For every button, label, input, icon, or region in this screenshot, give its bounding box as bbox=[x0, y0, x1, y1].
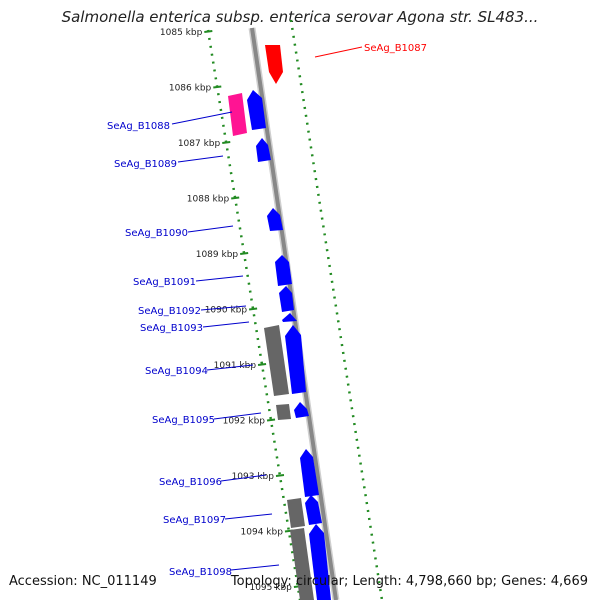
tick-label: 1086 kbp bbox=[169, 84, 212, 94]
gene-b1095-arrow[interactable] bbox=[294, 402, 309, 418]
gene-b1093-arrow[interactable] bbox=[282, 313, 297, 322]
gene-b1088-feature[interactable] bbox=[228, 93, 247, 136]
leader-b1091 bbox=[195, 275, 244, 282]
tick-label: 1090 kbp bbox=[205, 306, 248, 316]
tick-mark bbox=[248, 307, 258, 311]
gene-b1095-gray[interactable] bbox=[276, 404, 291, 420]
tick-label: 1095 kbp bbox=[249, 583, 292, 593]
tick-mark bbox=[204, 30, 213, 33]
gene-label-b1089[interactable]: SeAg_B1089 bbox=[114, 159, 177, 170]
tick-label: 1088 kbp bbox=[187, 195, 230, 205]
accession-label: Accession: NC_011149 bbox=[9, 574, 157, 589]
leader-b1092 bbox=[200, 305, 247, 311]
gene-label-b1094[interactable]: SeAg_B1094 bbox=[145, 366, 208, 377]
leader-b1094 bbox=[206, 364, 254, 371]
backbone bbox=[250, 27, 338, 600]
gene-b1098-gray[interactable] bbox=[290, 528, 314, 600]
gene-b1092-arrow[interactable] bbox=[279, 286, 294, 312]
leader-b1088 bbox=[171, 111, 233, 125]
gene-b1094-arrow[interactable] bbox=[285, 325, 306, 394]
gene-label-b1088[interactable]: SeAg_B1088 bbox=[107, 121, 170, 132]
leader-b1096 bbox=[220, 474, 267, 482]
leader-b1093 bbox=[202, 321, 250, 328]
gene-label-b1093[interactable]: SeAg_B1093 bbox=[140, 323, 203, 334]
leader-b1090 bbox=[187, 225, 234, 233]
gene-b1098-arrow[interactable] bbox=[309, 524, 331, 600]
tick-mark bbox=[213, 85, 222, 89]
gc-content-track-left bbox=[206, 29, 302, 600]
gene-b1087-arrow[interactable] bbox=[265, 45, 283, 84]
topology-label: Topology: circular; Length: 4,798,660 bp… bbox=[230, 574, 588, 589]
leader-b1098 bbox=[230, 564, 280, 571]
tick-label: 1085 kbp bbox=[160, 28, 203, 38]
gene-label-b1092[interactable]: SeAg_B1092 bbox=[138, 306, 201, 317]
gene-label-b1096[interactable]: SeAg_B1096 bbox=[159, 477, 222, 488]
gene-b1097-gray[interactable] bbox=[287, 498, 305, 528]
gene-label-b1095[interactable]: SeAg_B1095 bbox=[152, 415, 215, 426]
gene-b1097-arrow[interactable] bbox=[305, 495, 322, 525]
gene-label-b1091[interactable]: SeAg_B1091 bbox=[133, 277, 196, 288]
gene-b1089-arrow[interactable] bbox=[256, 138, 271, 162]
gene-label-b1098[interactable]: SeAg_B1098 bbox=[169, 567, 232, 578]
tick-label: 1091 kbp bbox=[214, 361, 257, 371]
gene-b1088-arrow[interactable] bbox=[247, 90, 266, 130]
gene-b1096-arrow[interactable] bbox=[300, 449, 319, 497]
gene-b1090-arrow[interactable] bbox=[267, 208, 283, 231]
leader-b1097 bbox=[224, 513, 273, 520]
leader-b1089 bbox=[177, 155, 224, 163]
tick-label: 1094 kbp bbox=[241, 528, 284, 538]
tick-mark bbox=[240, 252, 249, 255]
tick-label: 1092 kbp bbox=[223, 417, 266, 427]
gene-label-b1090[interactable]: SeAg_B1090 bbox=[125, 228, 188, 239]
tick-mark bbox=[257, 363, 267, 366]
tick-mark bbox=[266, 418, 276, 422]
leader-b1087 bbox=[314, 46, 363, 58]
tick-mark bbox=[275, 474, 285, 477]
tick-mark bbox=[222, 141, 231, 144]
tick-mark bbox=[231, 196, 240, 200]
map-title: Salmonella enterica subsp. enterica sero… bbox=[61, 8, 539, 26]
gc-content-track-right bbox=[289, 19, 384, 600]
leader-b1095 bbox=[213, 412, 262, 420]
gene-b1091-arrow[interactable] bbox=[275, 255, 292, 286]
gene-b1094-gray[interactable] bbox=[264, 325, 289, 396]
tick-label: 1087 kbp bbox=[178, 139, 221, 149]
gene-label-b1097[interactable]: SeAg_B1097 bbox=[163, 515, 226, 526]
tick-label: 1089 kbp bbox=[196, 250, 239, 260]
gene-label-b1087[interactable]: SeAg_B1087 bbox=[364, 43, 427, 54]
